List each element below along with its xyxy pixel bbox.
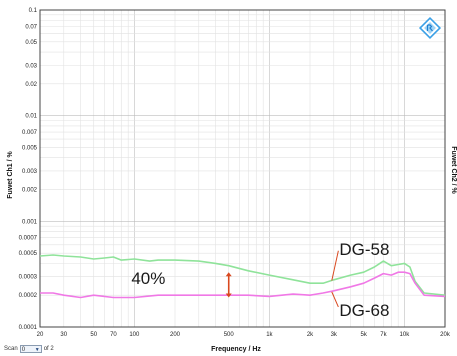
x-tick-labels: 20 30 50 70 100 200 500 1k 2k 3k 5k 7k 10k 20k xyxy=(37,332,451,338)
chevron-down-icon: ▼ xyxy=(34,346,40,353)
x-tick-label: 3k xyxy=(331,332,338,338)
y-axis-title: Fuwet Ch1 / % xyxy=(7,151,14,199)
scan-value: 0 xyxy=(21,346,26,353)
leader-line-dg-58 xyxy=(331,250,339,281)
x-tick-label: 7k xyxy=(380,332,387,338)
y-tick-label: 0.0003 xyxy=(19,275,38,281)
x-tick-label: 1k xyxy=(266,332,273,338)
y-tick-label: 0.01 xyxy=(25,114,37,120)
x-tick-label: 50 xyxy=(90,332,97,338)
y-tick-label: 0.07 xyxy=(25,24,37,30)
y-tick-label: 0.02 xyxy=(25,82,37,88)
y-tick-label: 0.0002 xyxy=(19,293,38,299)
y-tick-label: 0.002 xyxy=(22,188,38,194)
series-line-dg-68 xyxy=(40,271,446,299)
scan-of-label: of 2 xyxy=(43,345,54,352)
x-tick-label: 30 xyxy=(60,332,67,338)
x-tick-label: 20k xyxy=(440,332,451,338)
series-lines xyxy=(39,254,446,299)
x-tick-label: 200 xyxy=(170,332,181,338)
x-tick-label: 20 xyxy=(37,332,44,338)
x-tick-label: 500 xyxy=(224,332,235,338)
rohde-schwarz-logo-icon xyxy=(418,16,442,40)
y-tick-label: 0.0001 xyxy=(19,325,38,331)
series-line-dg-58 xyxy=(39,254,446,296)
arrow-down-icon xyxy=(225,293,232,298)
x-tick-label: 2k xyxy=(307,332,314,338)
y-tick-label: 0.0007 xyxy=(19,236,38,242)
x-tick-label: 70 xyxy=(110,332,117,338)
y-tick-label: 0.1 xyxy=(29,8,38,14)
scan-control: Scan 0 ▼ of 2 xyxy=(4,343,54,354)
plot-border xyxy=(39,9,446,328)
annotations: 40% DG-58 DG-68 xyxy=(131,240,389,320)
annotation-label: DG-58 xyxy=(339,240,389,259)
y-tick-label: 0.05 xyxy=(25,40,37,46)
y-tick-label: 0.007 xyxy=(22,130,38,136)
y-tick-label: 0.005 xyxy=(22,145,38,151)
leader-line-dg-68 xyxy=(331,291,339,308)
y-tick-label: 0.0005 xyxy=(19,251,38,257)
y-tick-label: 0.003 xyxy=(22,169,38,175)
scan-label: Scan xyxy=(4,345,18,352)
y-axis-title-right: Fuwet Ch2 / % xyxy=(450,146,457,194)
scan-select[interactable]: 0 ▼ xyxy=(19,344,42,353)
x-axis-title: Frequency / Hz xyxy=(211,346,261,353)
arrow-up-icon xyxy=(225,272,232,277)
y-tick-label: 0.03 xyxy=(25,63,37,69)
y-tick-label: 0.001 xyxy=(22,219,38,225)
annotation-label: 40% xyxy=(131,269,165,288)
x-tick-label: 10k xyxy=(400,332,411,338)
grid-lines xyxy=(39,10,446,328)
x-tick-label: 100 xyxy=(129,332,140,338)
annotation-label: DG-68 xyxy=(339,301,389,320)
y-tick-labels: 0.1 0.07 0.05 0.03 0.02 0.01 0.007 0.005 0.003 0.… xyxy=(19,8,38,331)
x-tick-label: 5k xyxy=(361,332,368,338)
